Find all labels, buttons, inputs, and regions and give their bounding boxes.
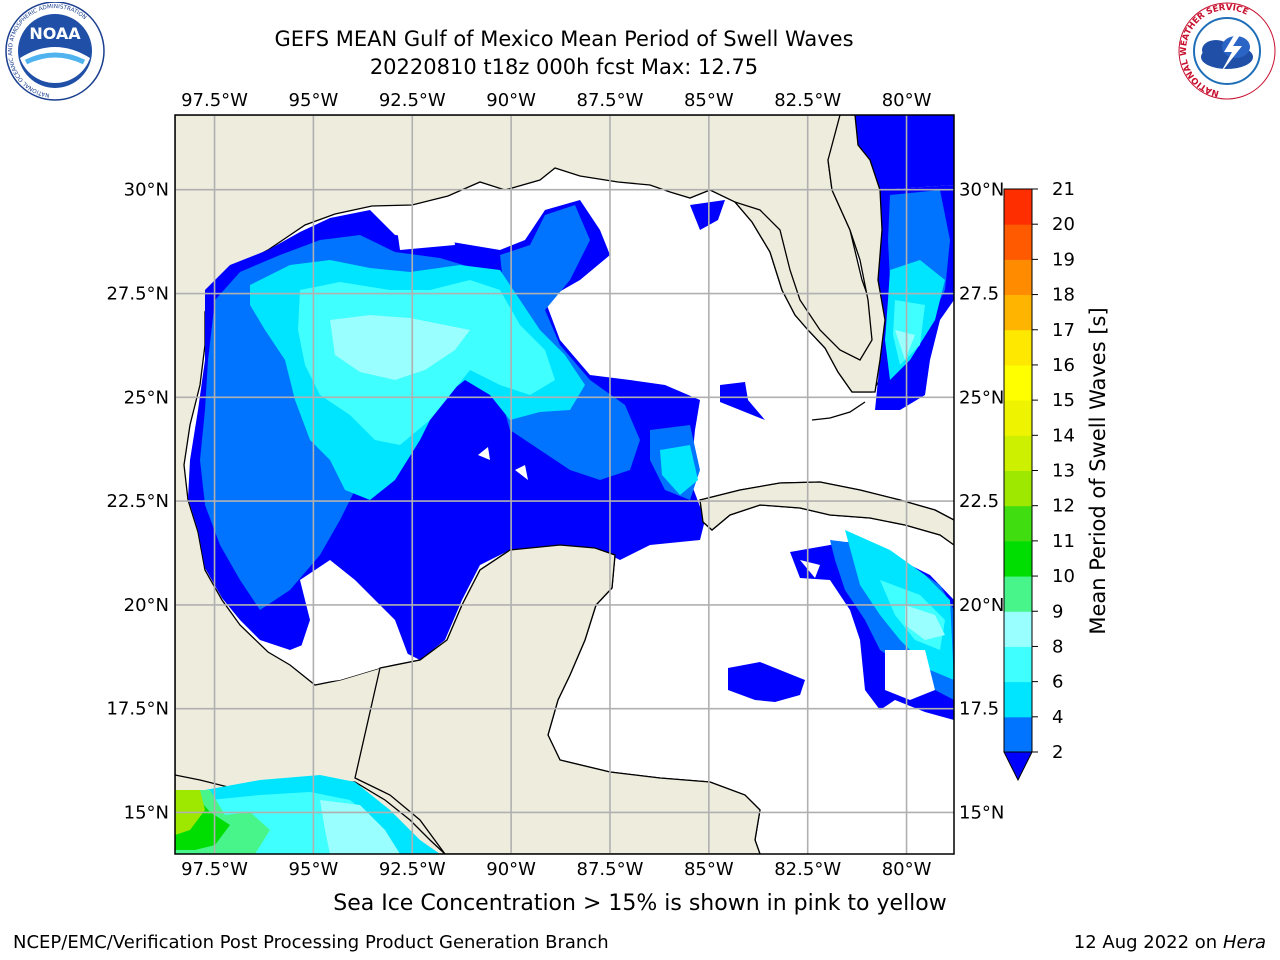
lon-tick-label-top: 90°W	[486, 90, 536, 111]
colorbar-tick-label: 14	[1052, 425, 1075, 446]
colorbar-tick-label: 12	[1052, 496, 1075, 517]
nws-logo: NATIONAL WEATHER SERVICE	[1178, 2, 1276, 100]
map-layers	[175, 115, 954, 854]
colorbar-tick-label: 19	[1052, 249, 1075, 270]
lat-tick-label-left: 30°N	[124, 180, 169, 201]
map-title: GEFS MEAN Gulf of Mexico Mean Period of …	[274, 27, 854, 51]
noaa-logo: NOAA NATIONAL OCEANIC AND ATMOSPHERIC AD…	[5, 2, 105, 101]
footer-date: 12 Aug 2022 on Hera	[1074, 932, 1266, 953]
lat-tick-label-right: 15°N	[959, 802, 1004, 823]
graticule	[175, 115, 954, 854]
colorbar-segment	[1004, 329, 1032, 366]
sea-ice-note: Sea Ice Concentration > 15% is shown in …	[333, 891, 947, 916]
colorbar-segment	[1004, 540, 1032, 577]
lon-tick-label-bottom: 92.5°W	[379, 859, 446, 880]
colorbar-tick-label: 13	[1052, 461, 1075, 482]
colorbar-tick-label: 18	[1052, 285, 1075, 306]
lat-ticks-left: 15°N 17.5°N 20°N 22.5°N 25°N 27.5°N 30°N	[106, 180, 169, 824]
colorbar-tick-label: 2	[1052, 742, 1063, 763]
colorbar-segment	[1004, 364, 1032, 401]
colorbar-extend-arrow	[1003, 751, 1033, 782]
lat-ticks-right: 15°N 17.5 20°N 22.5 25°N 27.5 30°N	[959, 180, 1004, 824]
colorbar-tick-label: 11	[1052, 531, 1075, 552]
colorbar-tick-label: 8	[1052, 636, 1063, 657]
footer-credit: NCEP/EMC/Verification Post Processing Pr…	[13, 932, 609, 953]
colorbar-segment	[1004, 611, 1032, 647]
lat-tick-label-left: 25°N	[124, 387, 169, 408]
lon-tick-label-bottom: 80°W	[882, 859, 932, 880]
lat-tick-label-left: 20°N	[124, 595, 169, 616]
lat-tick-label-left: 27.5°N	[106, 284, 169, 305]
lon-tick-label-top: 95°W	[289, 90, 339, 111]
swell-field-8-9	[320, 315, 945, 854]
lon-tick-label-bottom: 82.5°W	[774, 859, 841, 880]
lat-tick-label-right: 30°N	[959, 180, 1004, 201]
lon-tick-label-bottom: 90°W	[486, 859, 536, 880]
lon-ticks-top: 97.5°W 95°W 92.5°W 90°W 87.5°W 85°W 82.5°W 80°W	[181, 90, 932, 111]
lat-tick-label-left: 22.5°N	[106, 491, 169, 512]
map-subtitle: 20220810 t18z 000h fcst Max: 12.75	[369, 55, 759, 79]
lat-tick-label-right: 22.5	[959, 491, 999, 512]
map-frame	[174, 114, 955, 855]
colorbar-segment	[1004, 576, 1032, 612]
lat-tick-label-left: 15°N	[124, 802, 169, 823]
lat-tick-label-left: 17.5°N	[106, 699, 169, 720]
lon-tick-label-top: 87.5°W	[577, 90, 644, 111]
lon-tick-label-top: 85°W	[684, 90, 734, 111]
no-data-holes	[300, 215, 935, 700]
colorbar-tick-label: 10	[1052, 566, 1075, 587]
land-yucatan	[354, 544, 761, 854]
land-florida	[733, 115, 886, 393]
colorbar-segment	[1004, 259, 1032, 296]
lon-ticks-bottom: 97.5°W 95°W 92.5°W 90°W 87.5°W 85°W 82.5°W 80°W	[181, 859, 932, 880]
colorbar-tick-label: 16	[1052, 355, 1075, 376]
lon-tick-label-top: 80°W	[882, 90, 932, 111]
footer-date-text: 12 Aug 2022 on	[1073, 932, 1218, 953]
lon-tick-label-bottom: 87.5°W	[577, 859, 644, 880]
lat-tick-label-right: 25°N	[959, 387, 1004, 408]
lat-tick-label-right: 20°N	[959, 595, 1004, 616]
colorbar-segment	[1004, 400, 1032, 436]
colorbar-tick-label: 20	[1052, 214, 1075, 235]
colorbar-segment	[1004, 224, 1032, 260]
colorbar-tick-label: 4	[1052, 707, 1063, 728]
colorbar: 2 4 6 8 9 10 11 12 13 14 15 16 17 18 19 20 21	[1003, 179, 1075, 782]
land-overlay	[354, 115, 954, 854]
lon-tick-label-bottom: 97.5°W	[181, 859, 248, 880]
swell-period-map: 97.5°W 95°W 92.5°W 90°W 87.5°W 85°W 82.5°W 80°W…	[106, 90, 1110, 880]
colorbar-tick-label: 17	[1052, 320, 1075, 341]
colorbar-segment	[1004, 716, 1032, 753]
land-florida-keys	[811, 401, 866, 421]
lat-tick-label-right: 17.5	[959, 699, 999, 720]
colorbar-segment	[1004, 681, 1032, 718]
lon-tick-label-top: 82.5°W	[774, 90, 841, 111]
colorbar-segment	[1004, 294, 1032, 331]
lon-tick-label-top: 97.5°W	[181, 90, 248, 111]
colorbar-segment	[1004, 470, 1032, 507]
colorbar-tick-label: 15	[1052, 390, 1075, 411]
colorbar-segment	[1004, 646, 1032, 683]
colorbar-tick-label: 21	[1052, 179, 1075, 200]
colorbar-label: Mean Period of Swell Waves [s]	[1086, 307, 1110, 634]
colorbar-segment	[1004, 435, 1032, 471]
lat-tick-label-right: 27.5	[959, 284, 999, 305]
colorbar-segment	[1004, 189, 1032, 225]
footer-machine: Hera	[1222, 932, 1266, 953]
lon-tick-label-top: 92.5°W	[379, 90, 446, 111]
lon-tick-label-bottom: 95°W	[289, 859, 339, 880]
colorbar-tick-label: 9	[1052, 601, 1063, 622]
colorbar-tick-label: 6	[1052, 672, 1063, 693]
land-cuba-overlay	[699, 481, 954, 546]
colorbar-segment	[1004, 505, 1032, 542]
noaa-logo-text: NOAA	[29, 24, 81, 43]
lon-tick-label-bottom: 85°W	[684, 859, 734, 880]
